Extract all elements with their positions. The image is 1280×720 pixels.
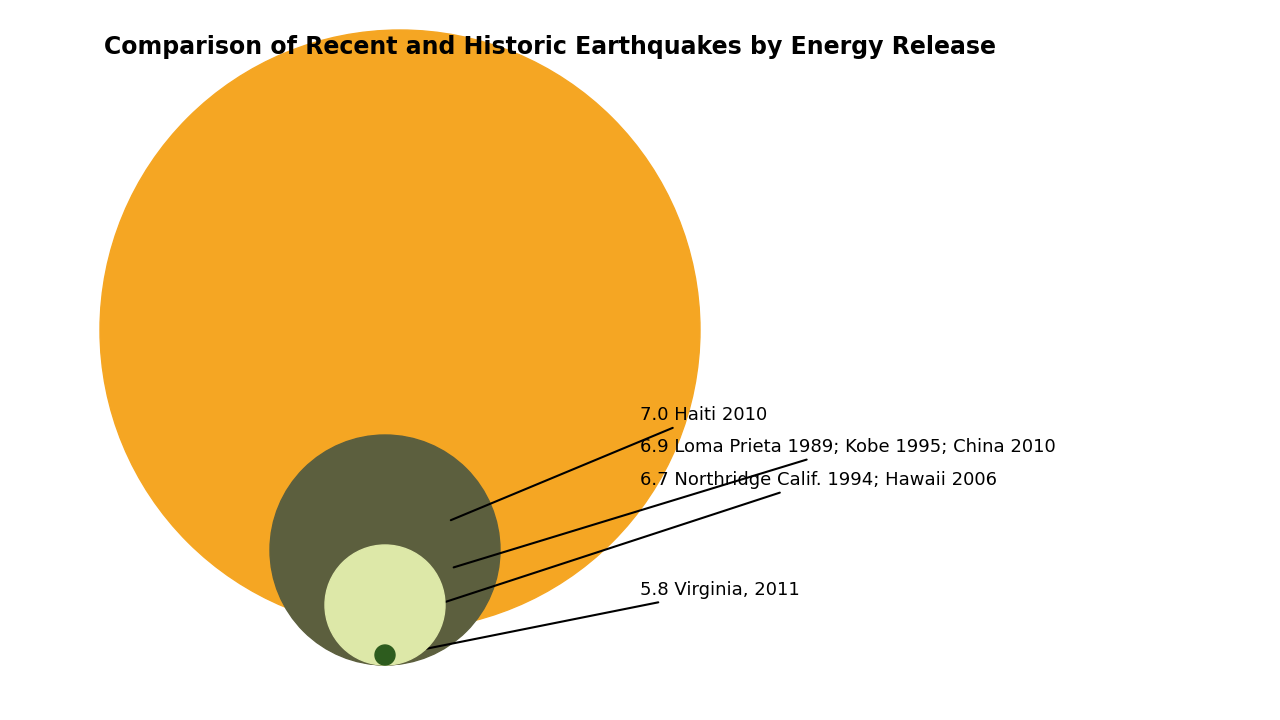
Text: 6.9 Loma Prieta 1989; Kobe 1995; China 2010: 6.9 Loma Prieta 1989; Kobe 1995; China 2… <box>453 438 1056 567</box>
Circle shape <box>297 489 474 665</box>
Text: 5.8 Virginia, 2011: 5.8 Virginia, 2011 <box>398 581 800 654</box>
Circle shape <box>270 435 500 665</box>
Text: 6.7 Northridge Calif. 1994; Hawaii 2006: 6.7 Northridge Calif. 1994; Hawaii 2006 <box>439 471 997 604</box>
Circle shape <box>325 545 445 665</box>
Text: 7.0 Haiti 2010: 7.0 Haiti 2010 <box>451 406 767 520</box>
Circle shape <box>375 645 396 665</box>
Circle shape <box>100 30 700 630</box>
Text: Comparison of Recent and Historic Earthquakes by Energy Release: Comparison of Recent and Historic Earthq… <box>104 35 996 59</box>
